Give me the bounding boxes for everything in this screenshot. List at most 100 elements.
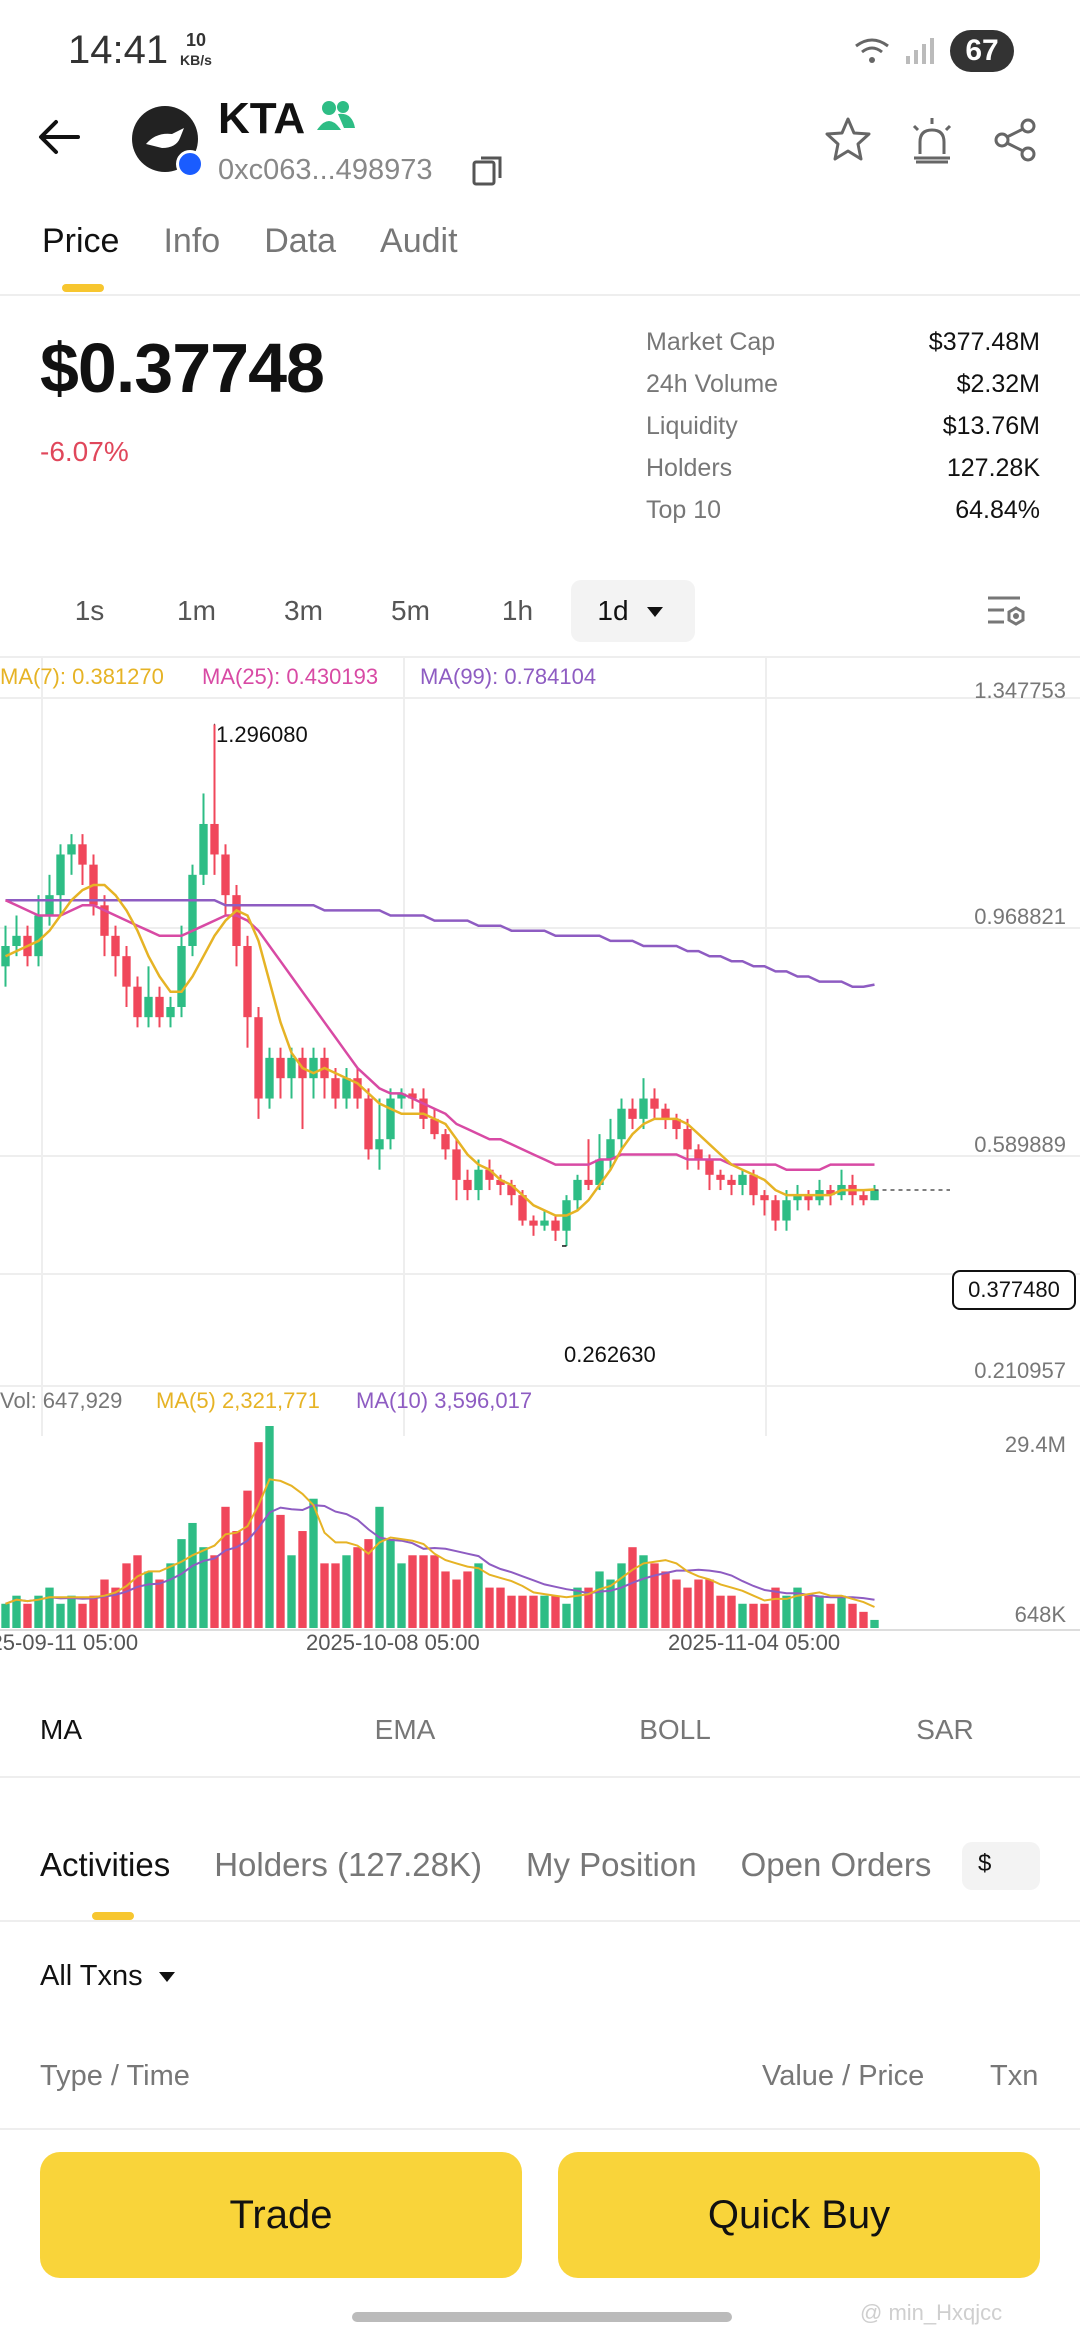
volume-bar [837, 1595, 846, 1628]
volume-bar [529, 1595, 538, 1628]
candle-body [463, 1179, 472, 1191]
tab-info[interactable]: Info [163, 222, 221, 260]
candle-body [639, 1098, 648, 1119]
interval-1d[interactable]: 1d [571, 580, 695, 642]
candle-body [353, 1078, 362, 1099]
candle-body [221, 854, 230, 896]
stat-top10: Top 10 64.84% [646, 496, 1040, 524]
volume-bar [452, 1579, 461, 1628]
indicator-ema[interactable]: EMA [374, 1714, 436, 1745]
candle-body [177, 945, 186, 1008]
volume-bar [199, 1547, 208, 1628]
watermark: @ min_Hxqjcc [860, 2300, 1003, 2325]
txn-filter[interactable]: All Txns [40, 1960, 179, 1993]
tab-my-position[interactable]: My Position [526, 1846, 697, 1883]
candle-body [34, 915, 43, 957]
y-tick: 0.968821 [974, 904, 1066, 929]
copy-icon[interactable] [470, 152, 506, 188]
volume-bar [89, 1595, 98, 1628]
chain-badge-icon [176, 150, 204, 178]
star-icon[interactable] [822, 114, 874, 166]
volume-bar [133, 1555, 142, 1628]
candle-body [188, 874, 197, 946]
candle-body [397, 1093, 406, 1099]
tab-holders[interactable]: Holders (127.28K) [214, 1846, 483, 1883]
candle-body [628, 1108, 637, 1119]
interval-5m[interactable]: 5m [391, 595, 430, 626]
candle-body [67, 844, 76, 855]
volume-bar [507, 1595, 516, 1628]
ma25-legend: MA(25): 0.430193 [202, 664, 379, 689]
volume-ma5-line [5, 1478, 875, 1608]
volume-bar [111, 1587, 120, 1628]
candle-body [419, 1098, 428, 1119]
volume-bar [661, 1571, 670, 1628]
home-indicator[interactable] [352, 2312, 732, 2322]
volume-bar [639, 1555, 648, 1628]
volume-bar [705, 1579, 714, 1628]
tab-data[interactable]: Data [264, 222, 337, 260]
volume-bar [683, 1587, 692, 1628]
candle-body [309, 1057, 318, 1079]
volume-bar [815, 1595, 824, 1628]
volume-bar [804, 1595, 813, 1628]
candle-body [386, 1098, 395, 1140]
x-tick: 2025-10-08 05:00 [306, 1630, 480, 1655]
candle-body [595, 1159, 604, 1185]
low-price-label: 0.262630 [564, 1342, 656, 1367]
interval-3m[interactable]: 3m [284, 595, 323, 626]
activity-tab-underline [92, 1912, 134, 1920]
volume-bar [166, 1563, 175, 1628]
volume-bar [309, 1498, 318, 1628]
volume-bar [375, 1506, 384, 1628]
y-tick: 1.347753 [974, 678, 1066, 703]
trade-button[interactable]: Trade [40, 2152, 522, 2278]
candle-body [760, 1195, 769, 1201]
back-arrow-icon[interactable] [34, 112, 84, 162]
ma99-legend: MA(99): 0.784104 [420, 664, 597, 689]
high-price-label: 1.296080 [216, 722, 308, 747]
tab-audit[interactable]: Audit [380, 222, 458, 260]
candle-body [452, 1149, 461, 1180]
candle-body [661, 1108, 670, 1119]
volume-bar [540, 1595, 549, 1628]
volume-bar [595, 1571, 604, 1628]
divider [0, 1920, 1080, 1922]
candle-body [12, 935, 21, 946]
tab-price[interactable]: Price [42, 222, 120, 260]
interval-1s[interactable]: 1s [74, 595, 105, 626]
candle-body [859, 1195, 868, 1201]
candle-body [265, 1057, 274, 1099]
volume-bar [408, 1555, 417, 1628]
interval-selector: 1s 1m 3m 5m 1h 1d [36, 580, 695, 642]
indicator-boll[interactable]: BOLL [639, 1714, 711, 1745]
candle-body [133, 986, 142, 1018]
volume-bar [749, 1603, 758, 1628]
volume-bar [100, 1579, 109, 1628]
price-chart[interactable] [0, 656, 1080, 1666]
activity-tabs: Activities Holders (127.28K) My Position… [40, 1846, 940, 1884]
volume-bar [276, 1514, 285, 1628]
interval-1m[interactable]: 1m [177, 595, 216, 626]
candle-body [782, 1200, 791, 1221]
tab-open-orders[interactable]: Open Orders [740, 1846, 932, 1883]
tab-activities[interactable]: Activities [40, 1846, 171, 1883]
indicator-sar[interactable]: SAR [916, 1714, 974, 1745]
alert-icon[interactable] [906, 114, 958, 166]
volume-bar [463, 1571, 472, 1628]
currency-toggle[interactable]: $ [962, 1842, 1040, 1890]
network-speed-unit: KB/s [180, 52, 212, 68]
volume-legend: Vol: 647,929 [0, 1388, 123, 1413]
volume-bar [254, 1442, 263, 1628]
quick-buy-button[interactable]: Quick Buy [558, 2152, 1040, 2278]
community-icon [317, 101, 355, 130]
share-icon[interactable] [990, 114, 1042, 166]
y-tick: 0.589889 [974, 1132, 1066, 1157]
volume-bar [441, 1571, 450, 1628]
candle-body [155, 996, 164, 1018]
candle-body [617, 1108, 626, 1140]
indicator-ma[interactable]: MA [40, 1714, 82, 1745]
volume-bar [298, 1531, 307, 1628]
interval-1h[interactable]: 1h [501, 595, 534, 626]
chart-settings-icon[interactable] [986, 594, 1028, 630]
